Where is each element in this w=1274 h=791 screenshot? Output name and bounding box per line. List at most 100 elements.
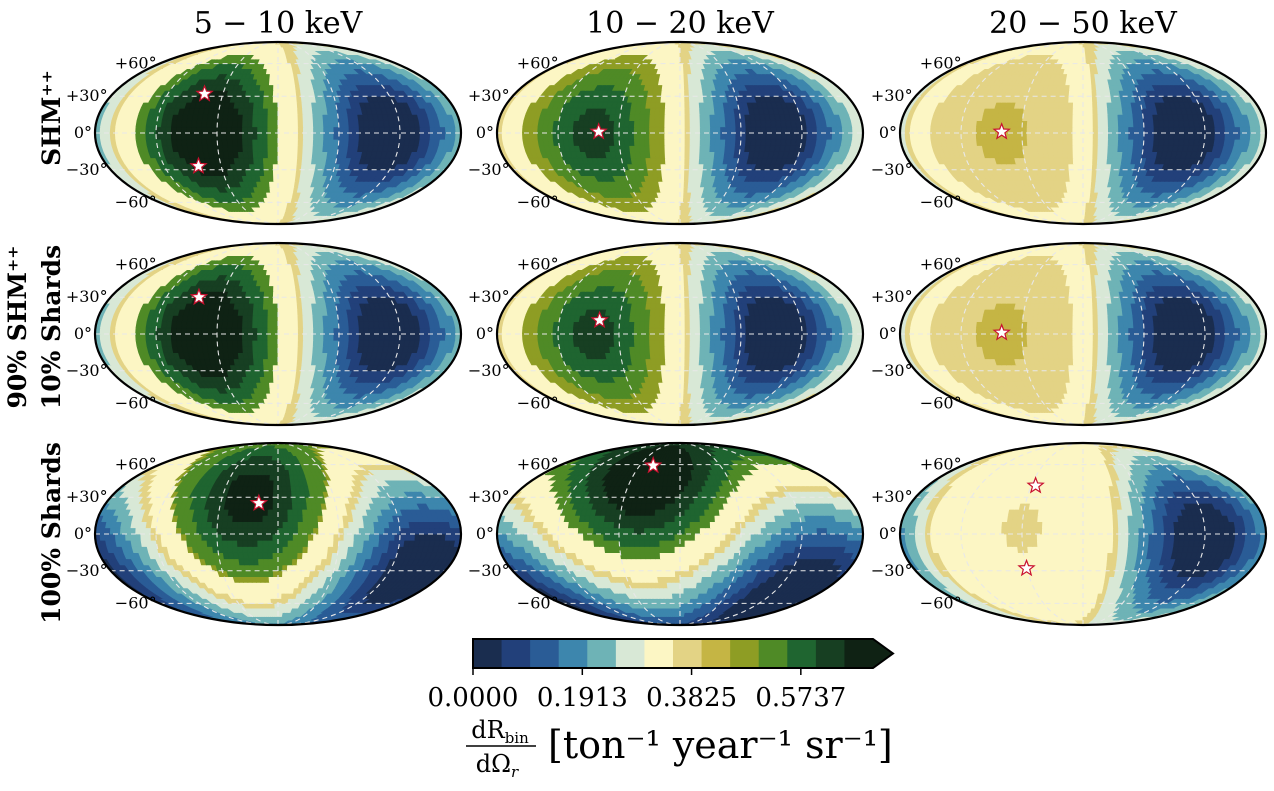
meridian-line bbox=[679, 243, 803, 425]
latitude-label: −30° bbox=[66, 361, 108, 380]
colorbar-label: dRbin dΩr [ton⁻¹ year⁻¹ sr⁻¹] bbox=[466, 716, 893, 781]
colorbar-tick-label: 0.3825 bbox=[646, 683, 737, 713]
colorbar-cell bbox=[530, 639, 560, 668]
colorbar-label-numerator: dRbin bbox=[471, 716, 529, 747]
row-label-3: 100% Shards bbox=[37, 442, 66, 624]
meridian-line bbox=[960, 42, 1084, 224]
column-title-1: 5 − 10 keV bbox=[194, 6, 364, 41]
star-marker bbox=[589, 122, 608, 140]
colorbar-cell bbox=[787, 639, 817, 668]
latitude-label: 0° bbox=[74, 123, 92, 142]
meridian-line bbox=[557, 243, 681, 425]
meridian-line bbox=[618, 443, 681, 625]
colorbar-cell bbox=[815, 639, 845, 668]
colorbar-ticks: 0.0000 0.1913 0.3825 0.5737 bbox=[428, 668, 846, 713]
star-marker bbox=[1017, 558, 1036, 577]
meridian-line bbox=[618, 42, 681, 224]
meridian-line bbox=[155, 243, 279, 425]
latitude-label: −60° bbox=[920, 192, 962, 211]
latitude-label: +60° bbox=[920, 54, 962, 73]
meridian-line bbox=[277, 42, 340, 224]
meridian-line bbox=[216, 42, 279, 224]
meridian-line bbox=[679, 443, 742, 625]
colorbar-cell bbox=[844, 639, 874, 668]
latitude-label: +60° bbox=[920, 455, 962, 474]
meridian-line bbox=[155, 443, 279, 625]
star-marker bbox=[643, 455, 663, 474]
sky-map-r3-c3: +60° +30° 0° −30° −60° bbox=[871, 441, 1268, 627]
latitude-label: −30° bbox=[468, 561, 510, 580]
column-title-2: 10 − 20 keV bbox=[586, 6, 775, 41]
colorbar-label-denominator: dΩr bbox=[476, 750, 519, 781]
latitude-label: 0° bbox=[476, 123, 494, 142]
graticule bbox=[497, 243, 863, 425]
latitude-label: 0° bbox=[879, 524, 897, 543]
latitude-label: +30° bbox=[871, 86, 913, 105]
star-marker bbox=[992, 122, 1011, 140]
meridian-line bbox=[679, 243, 742, 425]
latitude-label: +60° bbox=[115, 54, 157, 73]
meridian-line bbox=[155, 42, 279, 224]
rate-field bbox=[900, 443, 1266, 625]
meridian-line bbox=[557, 443, 681, 625]
star-marker bbox=[195, 84, 214, 102]
star-marker bbox=[249, 493, 269, 512]
rate-field bbox=[497, 243, 863, 425]
latitude-label: +30° bbox=[468, 487, 510, 506]
colorbar-extend-arrow bbox=[873, 639, 893, 668]
meridian-line bbox=[1082, 243, 1145, 425]
meridian-line bbox=[1082, 443, 1145, 625]
colorbar-cell bbox=[758, 639, 788, 668]
column-title-3: 20 − 50 keV bbox=[989, 6, 1178, 41]
graticule bbox=[497, 42, 863, 224]
latitude-label: −60° bbox=[920, 393, 962, 412]
colorbar-cell bbox=[673, 639, 703, 668]
latitude-label: +60° bbox=[920, 255, 962, 274]
map-outline bbox=[495, 40, 865, 226]
sky-map-r2-c3: +60° +30° 0° −30° −60° bbox=[871, 241, 1268, 427]
star-marker bbox=[992, 323, 1011, 341]
colorbar: 0.0000 0.1913 0.3825 0.5737 dRbin dΩr [ton⁻… bbox=[428, 638, 895, 781]
meridian-line bbox=[277, 42, 401, 224]
latitude-label: −30° bbox=[468, 361, 510, 380]
sky-map-r1-c3: +60° +30° 0° −30° −60° bbox=[871, 40, 1268, 226]
star-marker bbox=[590, 310, 609, 329]
latitude-label: 0° bbox=[74, 524, 92, 543]
latitude-label: −30° bbox=[871, 561, 913, 580]
meridian-line bbox=[1082, 42, 1206, 224]
meridian-line bbox=[216, 443, 279, 625]
colorbar-cells bbox=[473, 639, 893, 668]
graticule bbox=[900, 42, 1266, 224]
latitude-label: +60° bbox=[115, 255, 157, 274]
map-outline bbox=[898, 241, 1268, 427]
map-outline bbox=[93, 241, 463, 427]
sky-map-r3-c1: +60° +30° 0° −30° −60° bbox=[66, 441, 463, 627]
rate-field bbox=[95, 243, 461, 425]
map-outline bbox=[495, 441, 865, 627]
graticule bbox=[95, 443, 461, 625]
row-label-2a: 90% SHM⁺⁺ bbox=[3, 246, 32, 409]
colorbar-cell bbox=[615, 639, 645, 668]
meridian-line bbox=[277, 443, 340, 625]
meridian-line bbox=[277, 243, 340, 425]
colorbar-tick-label: 0.1913 bbox=[537, 683, 628, 713]
meridian-line bbox=[1082, 443, 1206, 625]
latitude-label: −60° bbox=[517, 593, 559, 612]
graticule bbox=[497, 443, 863, 625]
latitude-label: +30° bbox=[871, 487, 913, 506]
colorbar-tick-label: 0.0000 bbox=[428, 683, 519, 713]
row-labels: SHM⁺⁺ 90% SHM⁺⁺ 10% Shards 100% Shards bbox=[3, 70, 66, 624]
colorbar-cell bbox=[587, 639, 617, 668]
meridian-line bbox=[618, 243, 681, 425]
column-titles: 5 − 10 keV 10 − 20 keV 20 − 50 keV bbox=[194, 6, 1178, 41]
meridian-line bbox=[277, 243, 401, 425]
meridian-line bbox=[1021, 42, 1084, 224]
latitude-label: +30° bbox=[66, 287, 108, 306]
latitude-label: +30° bbox=[468, 86, 510, 105]
row-label-2b: 10% Shards bbox=[37, 245, 66, 409]
colorbar-cell bbox=[558, 639, 588, 668]
latitude-label: +60° bbox=[517, 455, 559, 474]
latitude-label: 0° bbox=[476, 524, 494, 543]
colorbar-cell bbox=[701, 639, 731, 668]
